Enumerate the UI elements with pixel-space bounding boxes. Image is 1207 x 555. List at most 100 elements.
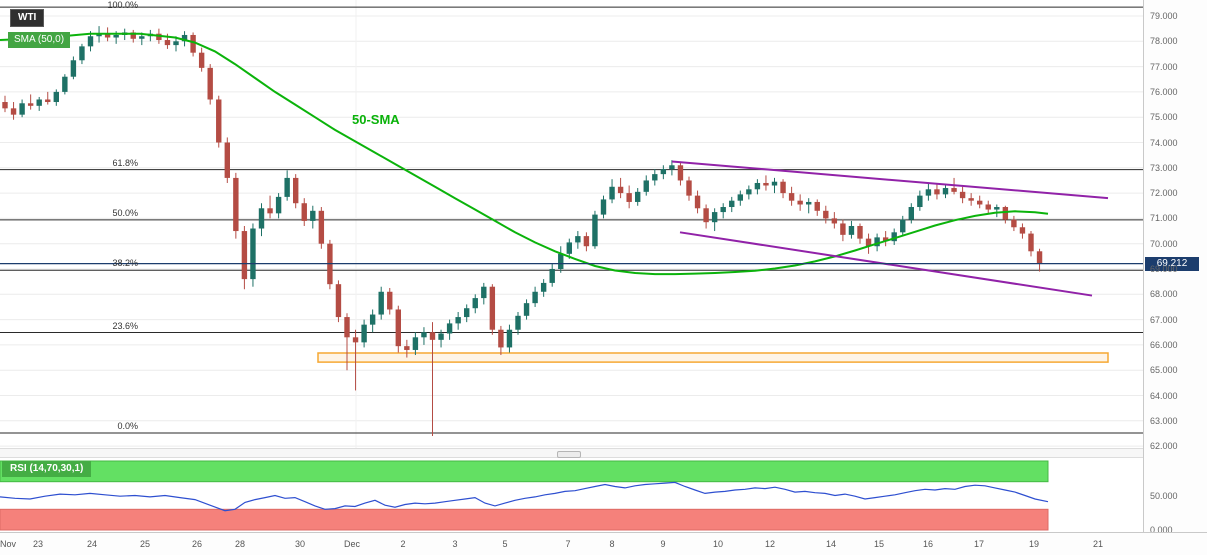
price-axis-label: 78.000	[1150, 36, 1178, 47]
candle-body	[438, 333, 444, 340]
rsi-axis-label: 50.000	[1150, 490, 1178, 501]
candle-body	[198, 52, 205, 68]
rsi-chart-canvas[interactable]	[0, 458, 1143, 532]
candle-body	[669, 165, 675, 170]
time-axis-label: 28	[234, 539, 246, 549]
candle-body	[369, 314, 376, 325]
candle-body	[10, 108, 17, 115]
candle-body	[711, 212, 718, 223]
current-price-badge: 69.212	[1145, 256, 1199, 271]
candle-body	[1002, 207, 1009, 220]
candle-body	[900, 219, 906, 233]
candle-body	[532, 291, 538, 304]
candle-body	[746, 189, 752, 195]
time-axis-label: 2	[400, 539, 406, 549]
candle-body	[361, 324, 367, 343]
time-axis-label: 9	[660, 539, 666, 549]
candle-body	[207, 67, 213, 100]
price-axis-label: 67.000	[1150, 314, 1178, 325]
candle-body	[96, 33, 102, 37]
candle-body	[566, 242, 572, 254]
candle-body	[523, 303, 530, 316]
time-axis-label: 30	[294, 539, 306, 549]
time-axis-label: 3	[452, 539, 458, 549]
time-axis-label: 16	[922, 539, 934, 549]
time-axis[interactable]: Nov 23 24 25 26 28 30 Dec 2 3 5 7 8 9 10 12 14 15 16 17 19 21	[0, 532, 1207, 555]
time-axis-label: 21	[1092, 539, 1104, 549]
candle-body	[53, 91, 59, 103]
candle-body	[1019, 227, 1026, 234]
candle-body	[840, 223, 846, 235]
candle-body	[1028, 233, 1034, 252]
price-chart-canvas[interactable]	[0, 0, 1143, 448]
price-axis-label: 77.000	[1150, 61, 1178, 72]
candle-body	[250, 228, 256, 280]
candle-body	[558, 253, 564, 269]
candle-body	[267, 208, 273, 214]
candle-body	[173, 41, 179, 46]
candle-body	[233, 177, 239, 232]
candle-body	[549, 269, 555, 283]
candle-body	[660, 169, 667, 175]
candle-body	[592, 214, 598, 247]
instrument-label[interactable]: WTI	[10, 9, 45, 27]
candle-body	[703, 208, 709, 223]
candle-body	[626, 193, 632, 202]
sma-indicator-label[interactable]: SMA (50,0)	[8, 32, 71, 48]
price-axis-label: 63.000	[1150, 415, 1178, 426]
candle-body	[583, 236, 590, 247]
price-axis-label: 79.000	[1150, 11, 1178, 21]
candle-body	[62, 76, 68, 92]
candle-body	[216, 99, 222, 143]
candle-body	[36, 99, 42, 106]
rsi-axis-label: 0.000	[1150, 525, 1173, 535]
candle-body	[754, 182, 761, 190]
candle-body	[917, 195, 923, 208]
candle-body	[344, 317, 350, 338]
trendline[interactable]	[671, 160, 1109, 200]
time-axis-label: Nov	[0, 539, 17, 549]
candle-body	[335, 284, 342, 318]
price-axis-label: 74.000	[1150, 137, 1178, 148]
candle-body	[2, 102, 8, 109]
candle-body	[164, 40, 171, 46]
rsi-oversold-zone	[0, 508, 1049, 531]
panel-resize-handle[interactable]	[557, 451, 581, 458]
candle-body	[686, 180, 692, 196]
candle-body	[968, 198, 974, 201]
time-axis-label: 23	[32, 539, 44, 549]
candle-body	[156, 33, 162, 41]
candle-body	[455, 317, 461, 324]
candle-body	[891, 232, 897, 242]
rsi-indicator-label[interactable]: RSI (14,70,30,1)	[2, 461, 92, 477]
candle-body	[293, 177, 299, 204]
candle-body	[609, 186, 615, 200]
price-axis-label: 71.000	[1150, 213, 1178, 224]
candle-body	[19, 103, 25, 115]
price-axis-label: 76.000	[1150, 86, 1178, 97]
candle-body	[481, 286, 487, 299]
price-axis[interactable]: 69.212 79.000 78.000 77.000 76.000 75.000 74.…	[1143, 0, 1207, 535]
candle-body	[506, 329, 513, 348]
candle-body	[831, 218, 838, 224]
price-axis-label: 66.000	[1150, 339, 1178, 350]
candle-body	[498, 329, 504, 348]
candle-body	[1011, 219, 1017, 228]
candle-body	[600, 199, 607, 215]
candle-body	[104, 33, 111, 38]
time-axis-label: 8	[609, 539, 615, 549]
time-axis-label: 14	[825, 539, 837, 549]
candle-body	[814, 201, 820, 211]
candle-body	[515, 315, 521, 330]
candle-body	[224, 142, 230, 178]
candle-body	[284, 177, 290, 197]
candle-body	[412, 337, 419, 350]
candle-body	[694, 195, 701, 209]
price-axis-label: 75.000	[1150, 112, 1178, 123]
candle-body	[310, 210, 316, 221]
candle-body	[959, 191, 966, 199]
rsi-line	[0, 481, 1049, 512]
time-axis-label: 5	[502, 539, 508, 549]
candle-body	[395, 309, 401, 347]
